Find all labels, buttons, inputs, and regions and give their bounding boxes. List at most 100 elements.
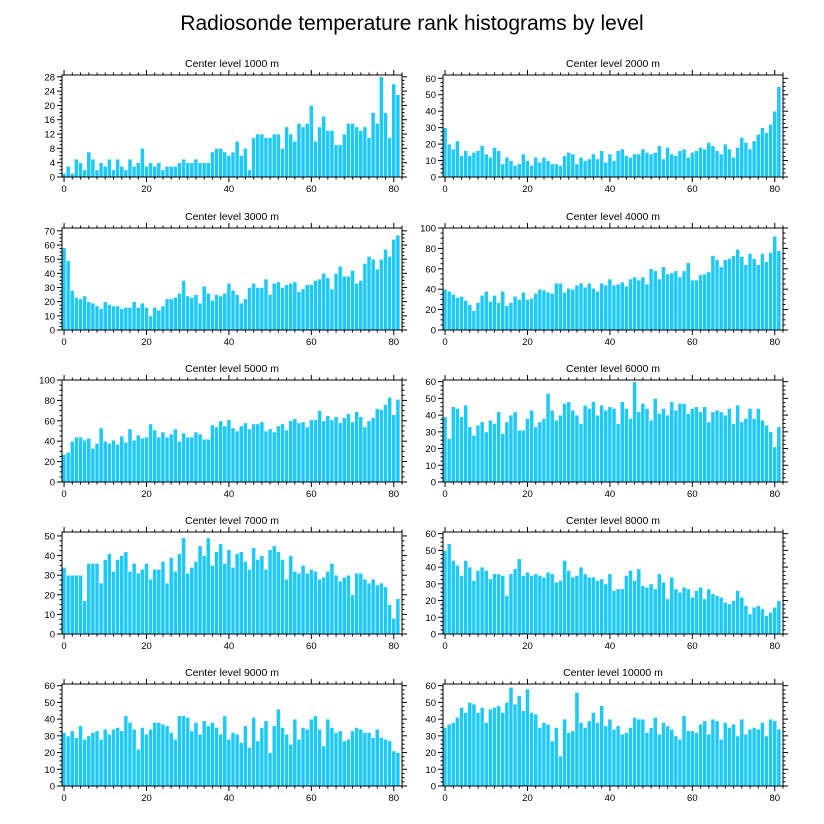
histogram-bar [152, 429, 158, 483]
histogram-bar [292, 418, 298, 483]
y-tick-label: 60 [425, 74, 436, 85]
histogram-bar [172, 570, 178, 635]
histogram-bar [230, 732, 236, 787]
histogram-bar [255, 423, 261, 483]
histogram-bar [648, 727, 654, 787]
histogram-bar [275, 425, 281, 483]
y-tick-label: 10 [44, 765, 55, 776]
bar-group [61, 537, 401, 635]
histogram-bar [370, 578, 376, 635]
histogram-bar [78, 436, 83, 483]
histogram-bar [718, 411, 724, 483]
histogram-bar [574, 163, 580, 178]
histogram-bar [706, 588, 712, 635]
histogram-bar [553, 419, 559, 483]
y-tick-label: 10 [425, 461, 436, 472]
histogram-bar [467, 155, 473, 178]
y-tick-label: 40 [425, 411, 436, 422]
y-tick-label: 60 [44, 416, 55, 427]
histogram-bar [300, 727, 306, 787]
histogram-bar [69, 290, 75, 331]
histogram-bar [512, 296, 518, 331]
histogram-bar [702, 406, 708, 483]
histogram-bar [234, 553, 240, 635]
histogram-bar [689, 152, 695, 178]
histogram-bar [566, 732, 572, 787]
histogram-bar [238, 302, 244, 331]
histogram-bar [549, 573, 555, 635]
histogram-bar [247, 287, 252, 331]
histogram-bar [673, 735, 679, 787]
histogram-bar [710, 145, 716, 178]
histogram-bar [710, 411, 716, 483]
histogram-bar [61, 732, 67, 787]
histogram-bar [140, 437, 145, 483]
histogram-bar [181, 158, 186, 178]
histogram-bar [615, 588, 621, 635]
histogram-bar [370, 737, 376, 787]
histogram-bar [135, 572, 141, 635]
histogram-bar [243, 298, 248, 331]
y-tick-label: 40 [44, 437, 55, 448]
histogram-bar [86, 151, 92, 178]
y-tick-label: 30 [425, 731, 436, 742]
histogram-bar [450, 560, 456, 635]
y-tick-label: 40 [425, 715, 436, 726]
histogram-bar [603, 161, 609, 178]
histogram-bar [545, 393, 551, 483]
histogram-bar [533, 713, 539, 787]
histogram-bar [354, 411, 360, 483]
histogram-bar [446, 143, 452, 178]
histogram-bar [574, 414, 580, 483]
y-tick-label: 40 [425, 563, 436, 574]
histogram-bar [628, 418, 633, 483]
histogram-bar [768, 124, 774, 178]
histogram-bar [624, 732, 629, 787]
histogram-bar [74, 574, 79, 635]
histogram-bar [214, 727, 219, 787]
histogram-bar [516, 695, 522, 787]
histogram-bar [127, 428, 133, 483]
histogram-bar [383, 404, 388, 483]
y-tick-label: 50 [44, 255, 55, 266]
histogram-bar [475, 150, 481, 178]
histogram-bar [296, 291, 302, 331]
histogram-bar [442, 727, 448, 787]
histogram-bar [144, 436, 149, 483]
histogram-bar [578, 423, 584, 483]
histogram-bar [210, 151, 215, 178]
histogram-bar [455, 140, 460, 178]
histogram-bar [288, 282, 294, 331]
histogram-bar [665, 598, 670, 635]
histogram-bar [123, 551, 129, 635]
histogram-bar [689, 596, 695, 635]
histogram-bar [776, 600, 782, 635]
plot-frame [442, 74, 784, 178]
histogram-bar [160, 305, 166, 331]
histogram-bar [379, 409, 384, 483]
histogram-bar [772, 446, 778, 483]
histogram-bar [337, 422, 343, 483]
histogram-bar [214, 551, 219, 635]
y-tick-label: 80 [44, 396, 55, 407]
histogram-bar [570, 153, 576, 178]
histogram-bar [74, 297, 79, 331]
histogram-bar [280, 287, 285, 331]
histogram-bar [358, 130, 364, 178]
histogram-panel-1: Center level 1000 m 0 20 40 60 80 0 4 8 12 16 20 24 2… [44, 58, 407, 195]
histogram-bar [61, 454, 67, 483]
histogram-bar [144, 733, 149, 787]
histogram-bar [669, 153, 675, 178]
y-tick-label: 50 [425, 698, 436, 709]
histogram-bar [358, 416, 364, 483]
histogram-bar [504, 595, 510, 635]
x-tick-label: 80 [388, 184, 399, 195]
histogram-bar [78, 298, 83, 331]
histogram-bar [714, 259, 720, 331]
histogram-bar [115, 158, 121, 178]
histogram-bar [251, 137, 257, 178]
histogram-bar [82, 600, 88, 635]
histogram-bar [446, 290, 452, 331]
histogram-bar [354, 282, 360, 331]
histogram-bar [619, 733, 625, 787]
